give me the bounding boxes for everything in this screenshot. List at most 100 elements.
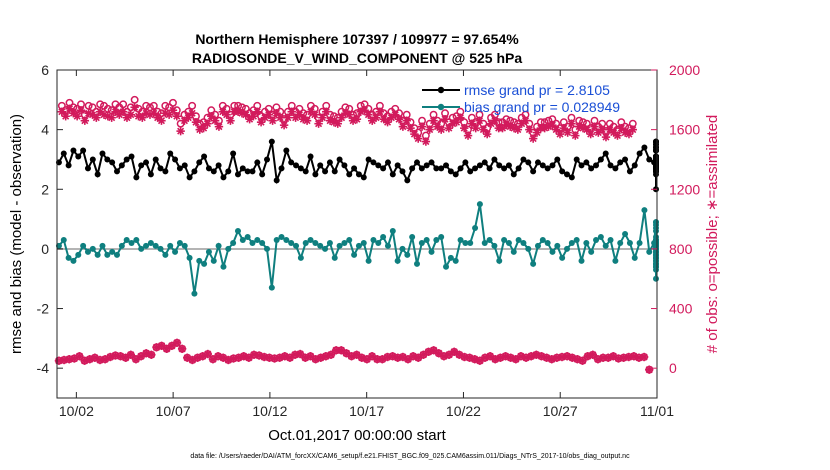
data-point [515,236,522,243]
data-point [384,242,391,249]
obs-assimilated-point-stroke [358,354,366,362]
obs-assimilated-point-stroke [203,120,211,128]
data-point [104,251,111,258]
data-point [191,290,198,297]
obs-assimilated-point [310,110,319,119]
obs-assimilated-point [456,113,465,122]
obs-assimilated-point-stroke [276,114,284,122]
data-point [653,254,659,261]
obs-assimilated-point-stroke [96,356,104,364]
data-point [147,171,154,178]
data-point [273,177,280,184]
data-point [476,162,483,169]
obs-assimilated-point-stroke [560,124,568,132]
data-point [496,257,503,264]
obs-assimilated-point-stroke [563,352,571,360]
obs-assimilated-point [571,131,580,140]
data-point [230,239,237,246]
obs-assimilated-point-stroke [391,111,399,119]
obs-assimilated-point [590,122,599,131]
data-point [530,168,537,175]
obs-assimilated-point-stroke [556,130,564,138]
obs-assimilated-point-stroke [575,123,583,131]
data-point [230,150,237,157]
obs-assimilated-point [345,110,354,119]
data-point [60,236,67,243]
data-point [472,225,479,232]
data-point [80,242,87,249]
data-point [641,144,648,151]
obs-assimilated-point [276,113,285,122]
data-point [544,239,551,246]
obs-assimilated-point-stroke [96,108,104,116]
series-1 [55,201,659,297]
obs-assimilated-point-stroke [399,353,407,361]
obs-assimilated-point [613,131,622,140]
data-point [447,254,454,261]
obs-assimilated-point-stroke [265,111,273,119]
obs-assimilated-point [210,116,220,125]
obs-assimilated-point-stroke [617,124,625,132]
obs-assimilated-point [195,125,204,134]
obs-assimilated-point-stroke [383,353,391,361]
obs-assimilated-point-stroke [353,351,361,359]
data-point [196,257,203,264]
y-right-tick-label: 1600 [669,122,700,138]
obs-assimilated-point [268,116,277,125]
obs-possible-point [130,95,139,104]
obs-assimilated-point-stroke [147,351,155,359]
obs-assimilated-point-stroke [552,126,560,134]
obs-assimilated-point [364,110,373,119]
obs-assimilated-point-stroke [460,124,468,132]
data-point [481,239,488,246]
obs-assimilated-point [70,354,79,363]
data-point [205,248,212,255]
obs-assimilated-point [421,137,431,146]
obs-assimilated-point-stroke [441,115,449,123]
data-point [491,156,498,163]
chart-title: Northern Hemisphere 107397 / 109977 = 97… [195,31,519,47]
obs-assimilated-point-stroke [65,355,73,363]
data-point [617,239,624,246]
data-point [118,242,125,249]
obs-assimilated-point-stroke [579,124,587,132]
data-point [225,245,232,252]
data-point [293,242,300,249]
data-point [172,156,179,163]
obs-assimilated-point-stroke [553,354,561,362]
obs-assimilated-point-stroke [161,109,169,117]
data-point [476,201,483,208]
data-point [418,239,425,246]
obs-assimilated-point-stroke [403,117,411,125]
data-point [564,245,570,252]
obs-assimilated-point [279,120,289,130]
data-point [539,162,546,169]
obs-assimilated-point-stroke [543,354,551,362]
data-point [622,156,629,163]
obs-assimilated-point [537,352,546,361]
data-point [653,138,659,145]
data-point [196,159,203,166]
obs-assimilated-point-stroke [475,117,484,125]
obs-assimilated-point-stroke [85,109,93,117]
data-point [554,242,561,249]
obs-assimilated-point-stroke [127,351,135,359]
data-point [544,165,551,172]
data-point [278,165,285,172]
obs-assimilated-point [322,107,331,116]
obs-assimilated-point [419,350,428,359]
obs-assimilated-point-stroke [173,112,181,120]
data-point [249,168,256,175]
data-point [297,254,304,261]
data-point [414,260,420,267]
x-tick-label: 10/27 [543,403,578,419]
y-right-tick-label: 1200 [669,181,700,197]
obs-assimilated-point-stroke [88,111,97,119]
axes-layer: 10/02 10/07 10/12 10/17 10/22 10/27 11/01 -4 -2 0… [37,62,701,419]
data-point [573,236,580,243]
data-point [588,248,595,255]
data-point [626,239,633,246]
data-point [597,156,604,163]
obs-possible-point [146,103,154,112]
